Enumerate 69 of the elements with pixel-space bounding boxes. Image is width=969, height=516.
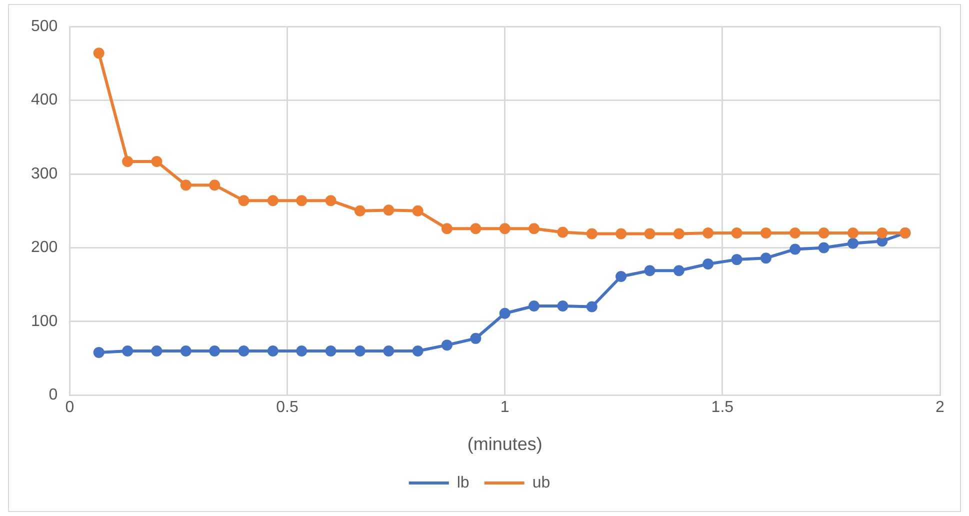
point: [586, 301, 598, 312]
y-tick-label: 300: [30, 165, 58, 182]
point: [151, 345, 162, 356]
y-tick-label: 0: [48, 386, 58, 404]
point: [412, 345, 424, 356]
point: [528, 223, 540, 234]
point: [644, 228, 656, 240]
point: [760, 228, 772, 239]
point: [818, 242, 830, 254]
point: [238, 195, 250, 206]
point: [470, 332, 482, 344]
point: [441, 340, 452, 351]
point: [209, 180, 220, 191]
x-axis-title: (minutes): [467, 434, 542, 454]
point: [760, 252, 772, 264]
point: [673, 228, 684, 240]
point: [790, 228, 801, 239]
point: [702, 258, 714, 270]
point: [93, 48, 104, 59]
point: [818, 228, 830, 239]
x-tick-label: 0: [65, 399, 74, 416]
point: [499, 308, 510, 319]
x-tick-label: 2: [936, 399, 945, 416]
point: [180, 345, 192, 356]
x-tick-label: 0.5: [276, 399, 298, 416]
point: [180, 180, 192, 191]
point: [296, 345, 308, 356]
point: [441, 223, 452, 234]
y-tick-label: 200: [30, 239, 58, 256]
x-tick-label: 1: [500, 399, 510, 416]
y-tick-label: 100: [30, 312, 58, 330]
point: [383, 204, 394, 216]
point: [470, 223, 482, 234]
point: [790, 244, 801, 255]
point: [325, 195, 336, 206]
point: [847, 228, 858, 239]
point: [93, 346, 104, 358]
point: [267, 345, 278, 356]
point: [673, 265, 684, 276]
point: [557, 226, 568, 238]
point: [731, 254, 742, 266]
point: [354, 345, 366, 356]
point: [644, 265, 656, 276]
point: [122, 345, 134, 356]
point: [296, 195, 308, 206]
point: [151, 156, 162, 168]
point: [383, 345, 394, 356]
point: [238, 345, 250, 356]
point: [412, 205, 424, 216]
point: [847, 238, 858, 249]
point: [586, 228, 598, 240]
point: [557, 300, 568, 312]
point: [616, 228, 627, 240]
legend-label: lb: [456, 474, 470, 492]
point: [499, 223, 510, 234]
point: [209, 345, 220, 356]
point: [876, 228, 888, 239]
x-tick-label: 1.5: [711, 399, 734, 416]
legend-label: ub: [532, 474, 550, 492]
point: [731, 228, 742, 239]
point: [702, 228, 714, 239]
point: [616, 271, 627, 282]
y-tick-label: 500: [30, 18, 58, 36]
y-tick-label: 400: [30, 92, 58, 109]
point: [267, 195, 278, 206]
point: [354, 205, 366, 216]
point: [325, 345, 336, 356]
point: [122, 156, 134, 168]
point: [528, 300, 540, 312]
